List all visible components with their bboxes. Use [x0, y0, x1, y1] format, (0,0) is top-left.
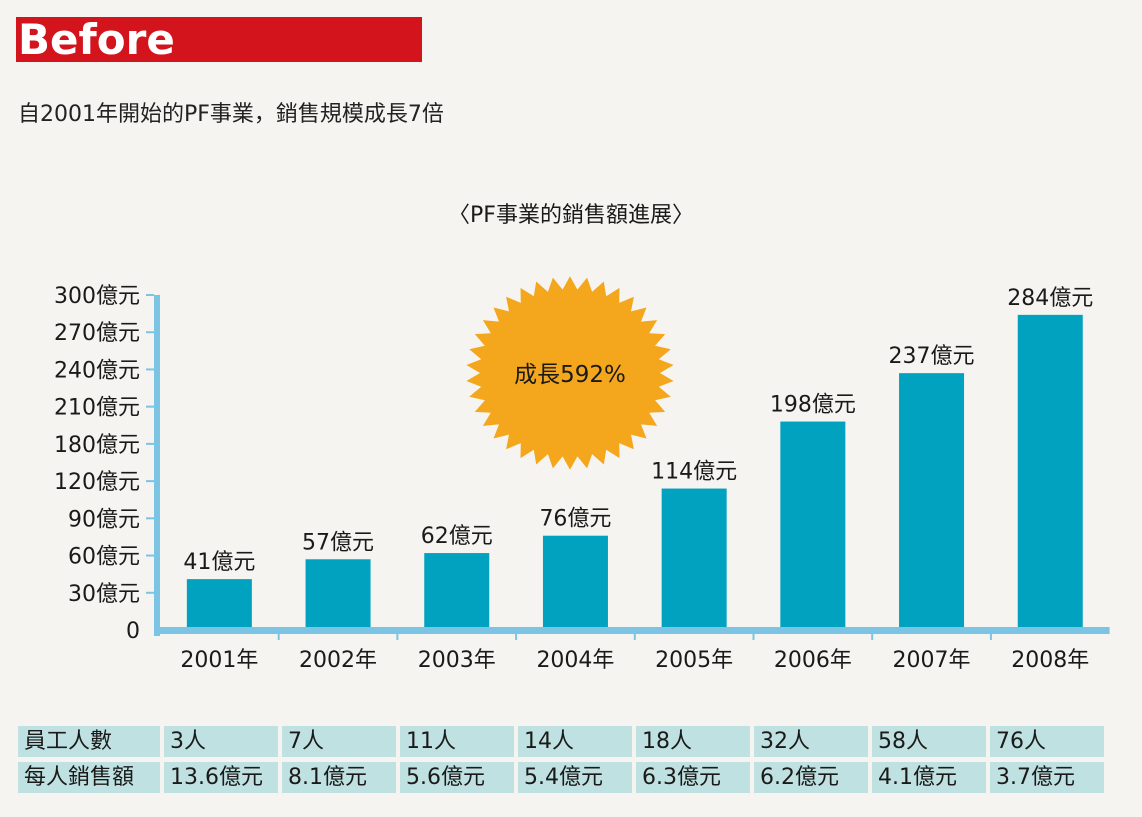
y-tick-label: 90億元 [68, 507, 140, 532]
growth-starburst [466, 276, 674, 470]
bar-value-label: 57億元 [302, 530, 374, 555]
bar-value-label: 76億元 [539, 507, 611, 532]
before-label: Before [18, 15, 175, 64]
y-tick-label: 180億元 [54, 433, 140, 458]
bar [899, 373, 965, 630]
sales-per-person-cell: 4.1億元 [872, 762, 986, 793]
sales-bar-chart: 〈PF事業的銷售額進展〉 0 30億元 60億元 90億元 120億元 180億元 210億元… [54, 203, 1110, 673]
bar [780, 421, 846, 630]
employees-cell: 11人 [400, 726, 514, 757]
before-banner [16, 17, 422, 62]
sales-per-person-cell: 13.6億元 [164, 762, 278, 793]
employees-cell: 3人 [164, 726, 278, 757]
y-tick-label: 240億元 [54, 358, 140, 383]
y-tick-label: 120億元 [54, 470, 140, 495]
x-tick-label: 2008年 [1011, 648, 1089, 673]
sales-per-person-cell: 5.4億元 [518, 762, 632, 793]
y-tick-label: 300億元 [54, 284, 140, 309]
bar-value-label: 237億元 [889, 344, 975, 369]
employees-cell: 32人 [754, 726, 868, 757]
y-tick-label: 0 [126, 619, 140, 644]
bar-value-label: 114億元 [651, 460, 737, 485]
bar [305, 559, 371, 630]
growth-annotation: 成長592% [514, 362, 626, 388]
bar [186, 579, 252, 630]
sales-per-person-cell: 6.3億元 [636, 762, 750, 793]
x-axis [154, 627, 1110, 634]
x-tick-label: 2004年 [536, 648, 614, 673]
y-tick-label: 60億元 [68, 545, 140, 570]
sales-per-person-cell: 3.7億元 [990, 762, 1104, 793]
bar [1017, 314, 1083, 630]
x-tick-label: 2006年 [774, 648, 852, 673]
y-axis [154, 295, 160, 636]
sales-per-person-cell: 6.2億元 [754, 762, 868, 793]
y-tick-label: 210億元 [54, 396, 140, 421]
bar-value-label: 284億元 [1007, 286, 1093, 311]
x-tick-label: 2003年 [418, 648, 496, 673]
table-row-sales-per-person: 每人銷售額 13.6億元 8.1億元 5.6億元 5.4億元 6.3億元 6.2… [18, 762, 1104, 793]
row-label-employees: 員工人數 [18, 726, 160, 757]
employees-cell: 18人 [636, 726, 750, 757]
x-tick-label: 2002年 [299, 648, 377, 673]
sales-per-person-cell: 8.1億元 [282, 762, 396, 793]
bar-value-label: 198億元 [770, 393, 856, 418]
bar-value-label: 41億元 [183, 550, 255, 575]
bar [661, 488, 727, 630]
employees-cell: 58人 [872, 726, 986, 757]
employees-cell: 14人 [518, 726, 632, 757]
row-label-sales-per-person: 每人銷售額 [18, 762, 160, 793]
bar [424, 553, 490, 630]
employees-cell: 7人 [282, 726, 396, 757]
x-tick-label: 2001年 [180, 648, 258, 673]
y-tick-label: 270億元 [54, 321, 140, 346]
bar-value-label: 62億元 [421, 524, 493, 549]
table-row-employees: 員工人數 3人 7人 11人 14人 18人 32人 58人 76人 [18, 726, 1104, 757]
y-tick-label: 30億元 [68, 582, 140, 607]
sales-per-person-cell: 5.6億元 [400, 762, 514, 793]
chart-title: 〈PF事業的銷售額進展〉 [448, 203, 694, 228]
x-tick-label: 2005年 [655, 648, 733, 673]
bar [542, 535, 608, 630]
employees-cell: 76人 [990, 726, 1104, 757]
page-subtitle: 自2001年開始的PF事業，銷售規模成長7倍 [18, 102, 444, 127]
x-tick-label: 2007年 [893, 648, 971, 673]
employee-stats-table: 員工人數 3人 7人 11人 14人 18人 32人 58人 76人 每人銷售額… [14, 721, 1108, 798]
